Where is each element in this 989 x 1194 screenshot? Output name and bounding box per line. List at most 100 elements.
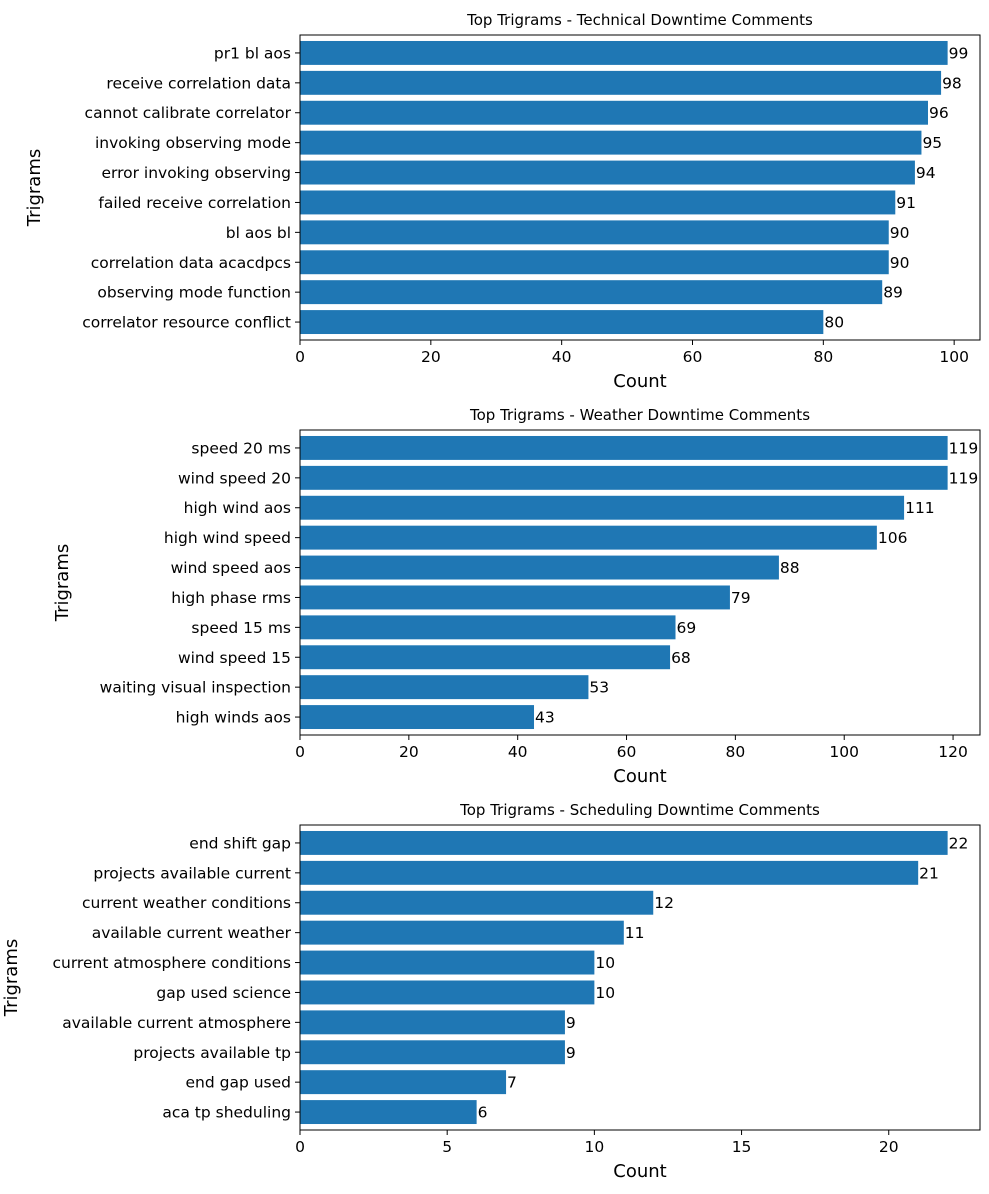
y-tick-label: observing mode function	[97, 284, 291, 302]
chart-title: Top Trigrams - Technical Downtime Commen…	[466, 11, 813, 29]
y-axis-label: Trigrams	[1, 939, 22, 1018]
value-label: 69	[677, 619, 697, 637]
y-tick-label: high wind speed	[164, 529, 291, 547]
value-label: 95	[922, 134, 942, 152]
value-label: 90	[890, 254, 910, 272]
value-label: 7	[507, 1074, 517, 1092]
x-tick-label: 60	[683, 348, 703, 366]
bar	[300, 1070, 507, 1095]
value-label: 80	[824, 314, 844, 332]
value-label: 9	[566, 1014, 576, 1032]
bar	[300, 1100, 477, 1125]
y-tick-label: end gap used	[185, 1074, 291, 1092]
bar	[300, 40, 948, 65]
value-label: 98	[942, 74, 962, 92]
axes-frame	[299, 824, 981, 1131]
bar	[300, 585, 730, 610]
value-label: 6	[478, 1104, 488, 1122]
x-tick-label: 0	[295, 743, 305, 761]
bar	[300, 830, 948, 855]
value-label: 90	[890, 224, 910, 242]
y-tick-label: failed receive correlation	[98, 194, 291, 212]
subplot-3: 22 end shift gap 21 projects available curr…	[1, 801, 981, 1182]
x-axis-label: Count	[613, 371, 666, 392]
bar	[300, 310, 824, 335]
value-label: 119	[949, 469, 979, 487]
x-tick-label: 0	[295, 1138, 305, 1156]
bar	[300, 495, 905, 520]
value-label: 10	[595, 954, 615, 972]
bar	[300, 100, 928, 125]
value-label: 9	[566, 1044, 576, 1062]
axes-frame	[299, 34, 981, 341]
subplot-2: 119 speed 20 ms 119 wind speed 20 111 high wi…	[52, 406, 981, 787]
bar	[300, 250, 889, 275]
y-tick-label: bl aos bl	[226, 224, 291, 242]
x-tick-label: 80	[813, 348, 833, 366]
y-tick-label: speed 20 ms	[191, 439, 291, 457]
y-tick-label: waiting visual inspection	[100, 679, 291, 697]
y-tick-label: speed 15 ms	[191, 619, 291, 637]
bar	[300, 555, 779, 580]
value-label: 96	[929, 104, 949, 122]
x-tick-label: 120	[938, 743, 968, 761]
bar	[300, 130, 922, 155]
value-label: 88	[780, 559, 800, 577]
value-label: 43	[535, 709, 555, 727]
value-label: 106	[878, 529, 908, 547]
value-label: 119	[949, 439, 979, 457]
bar	[300, 435, 948, 460]
bar	[300, 615, 676, 640]
bar	[300, 645, 671, 670]
x-tick-label: 60	[617, 743, 637, 761]
y-tick-label: high phase rms	[171, 589, 291, 607]
bar	[300, 280, 883, 305]
bar	[300, 1040, 565, 1065]
value-label: 89	[883, 284, 903, 302]
bar	[300, 70, 942, 95]
x-tick-label: 40	[508, 743, 528, 761]
chart-title: Top Trigrams - Scheduling Downtime Comme…	[459, 801, 820, 819]
y-tick-label: wind speed 15	[178, 649, 291, 667]
value-label: 22	[949, 834, 969, 852]
bar	[300, 920, 624, 945]
subplot-1: 99 pr1 bl aos 98 receive correlation data 96…	[24, 11, 981, 392]
y-tick-label: high wind aos	[184, 499, 291, 517]
value-label: 79	[731, 589, 751, 607]
y-tick-label: pr1 bl aos	[214, 44, 291, 62]
y-axis-label: Trigrams	[24, 149, 45, 228]
bar	[300, 980, 595, 1005]
bar	[300, 950, 595, 975]
value-label: 10	[595, 984, 615, 1002]
y-tick-label: invoking observing mode	[95, 134, 291, 152]
bar	[300, 190, 896, 215]
value-label: 53	[589, 679, 609, 697]
y-tick-label: gap used science	[156, 984, 291, 1002]
bar	[300, 160, 915, 185]
y-tick-label: wind speed aos	[171, 559, 291, 577]
x-axis-label: Count	[613, 766, 666, 787]
x-tick-label: 20	[421, 348, 441, 366]
y-axis-label: Trigrams	[52, 544, 73, 623]
y-tick-label: end shift gap	[189, 834, 291, 852]
y-tick-label: correlation data acacdpcs	[91, 254, 291, 272]
value-label: 11	[625, 924, 645, 942]
value-label: 111	[905, 499, 935, 517]
y-tick-label: cannot calibrate correlator	[85, 104, 292, 122]
value-label: 68	[671, 649, 691, 667]
axes-frame	[299, 429, 981, 736]
y-tick-label: aca tp sheduling	[162, 1104, 291, 1122]
x-tick-label: 5	[442, 1138, 452, 1156]
bar	[300, 525, 877, 550]
y-tick-label: available current weather	[92, 924, 292, 942]
value-label: 21	[919, 864, 939, 882]
x-tick-label: 80	[726, 743, 746, 761]
x-tick-label: 100	[829, 743, 859, 761]
bar	[300, 890, 654, 915]
y-tick-label: correlator resource conflict	[82, 314, 291, 332]
x-tick-label: 20	[399, 743, 419, 761]
value-label: 12	[654, 894, 674, 912]
x-tick-label: 20	[879, 1138, 899, 1156]
